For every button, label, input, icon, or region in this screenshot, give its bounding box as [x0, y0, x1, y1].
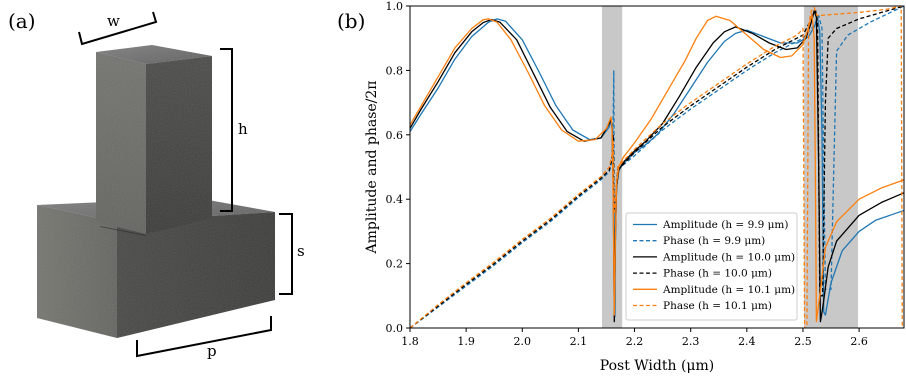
- x-tick-label: 1.9: [457, 335, 475, 348]
- series-lines: [410, 6, 904, 328]
- panel-a: (a) w h s p: [8, 9, 305, 360]
- y-tick-label: 0.8: [386, 64, 404, 77]
- x-tick-label: 2.0: [514, 335, 532, 348]
- series-line-4: [410, 6, 904, 328]
- dim-label-h: h: [238, 120, 248, 138]
- x-tick-label: 1.8: [401, 335, 419, 348]
- dim-label-w: w: [107, 12, 120, 30]
- series-line-2: [410, 6, 904, 328]
- legend-label-2: Phase (h = 9.9 μm): [663, 235, 765, 247]
- legend-box: [625, 212, 798, 321]
- x-axis-ticks: 1.8 1.9 2.0 2.1 2.2 2.3 2.4 2.5 2.6: [401, 328, 868, 348]
- x-axis-title: Post Width (μm): [600, 358, 715, 374]
- legend-label-3: Amplitude (h = 10.0 μm): [662, 251, 795, 263]
- bracket-p: [136, 316, 272, 358]
- pillar-right-texture: [146, 56, 212, 234]
- series-line-6: [410, 6, 903, 328]
- base-left-texture: [37, 205, 117, 338]
- y-tick-label: 0.6: [386, 129, 404, 142]
- plot-frame: [409, 5, 905, 329]
- legend-label-1: Amplitude (h = 9.9 μm): [662, 219, 788, 231]
- panel-b-label: (b): [337, 9, 365, 33]
- y-axis-title: Amplitude and phase/2π: [364, 80, 380, 254]
- pillar-left-texture: [96, 52, 146, 234]
- dimension-brackets: [78, 11, 293, 358]
- base-right-texture: [117, 212, 275, 338]
- legend-label-5: Amplitude (h = 10.1 μm): [662, 284, 795, 296]
- panel-b: (b) 1.8 1.9 2.0 2.1 2.2 2.3 2.4 2.5 2.6 0.00.20.…: [337, 0, 905, 374]
- shaded-regions: [601, 6, 858, 328]
- dim-label-s: s: [297, 242, 305, 260]
- x-tick-label: 2.2: [626, 335, 644, 348]
- legend: Amplitude (h = 9.9 μm) Phase (h = 9.9 μm)…: [625, 212, 798, 321]
- x-tick-label: 2.4: [738, 335, 756, 348]
- pillar-block: [96, 45, 212, 236]
- series-line-3: [410, 10, 904, 323]
- bracket-s: [279, 213, 293, 295]
- y-axis-ticks: 0.0 0.2 0.4 0.6 0.8 1.0: [386, 0, 410, 335]
- y-tick-label: 1.0: [386, 0, 404, 13]
- panel-a-label: (a): [8, 9, 36, 33]
- x-tick-label: 2.6: [850, 335, 868, 348]
- shaded-region-2: [804, 6, 858, 328]
- series-line-5: [410, 13, 904, 323]
- pillar-shadow: [100, 226, 146, 236]
- legend-label-6: Phase (h = 10.1 μm): [663, 300, 772, 312]
- x-tick-label: 2.5: [794, 335, 812, 348]
- bracket-w: [78, 11, 158, 46]
- y-tick-label: 0.2: [386, 258, 404, 271]
- x-tick-label: 2.3: [682, 335, 700, 348]
- y-tick-label: 0.0: [386, 322, 404, 335]
- bracket-h: [220, 48, 233, 212]
- pillar-top-texture: [96, 45, 212, 64]
- legend-label-4: Phase (h = 10.0 μm): [663, 268, 772, 280]
- x-tick-label: 2.1: [570, 335, 588, 348]
- y-tick-label: 0.4: [386, 193, 404, 206]
- dim-label-p: p: [207, 342, 217, 360]
